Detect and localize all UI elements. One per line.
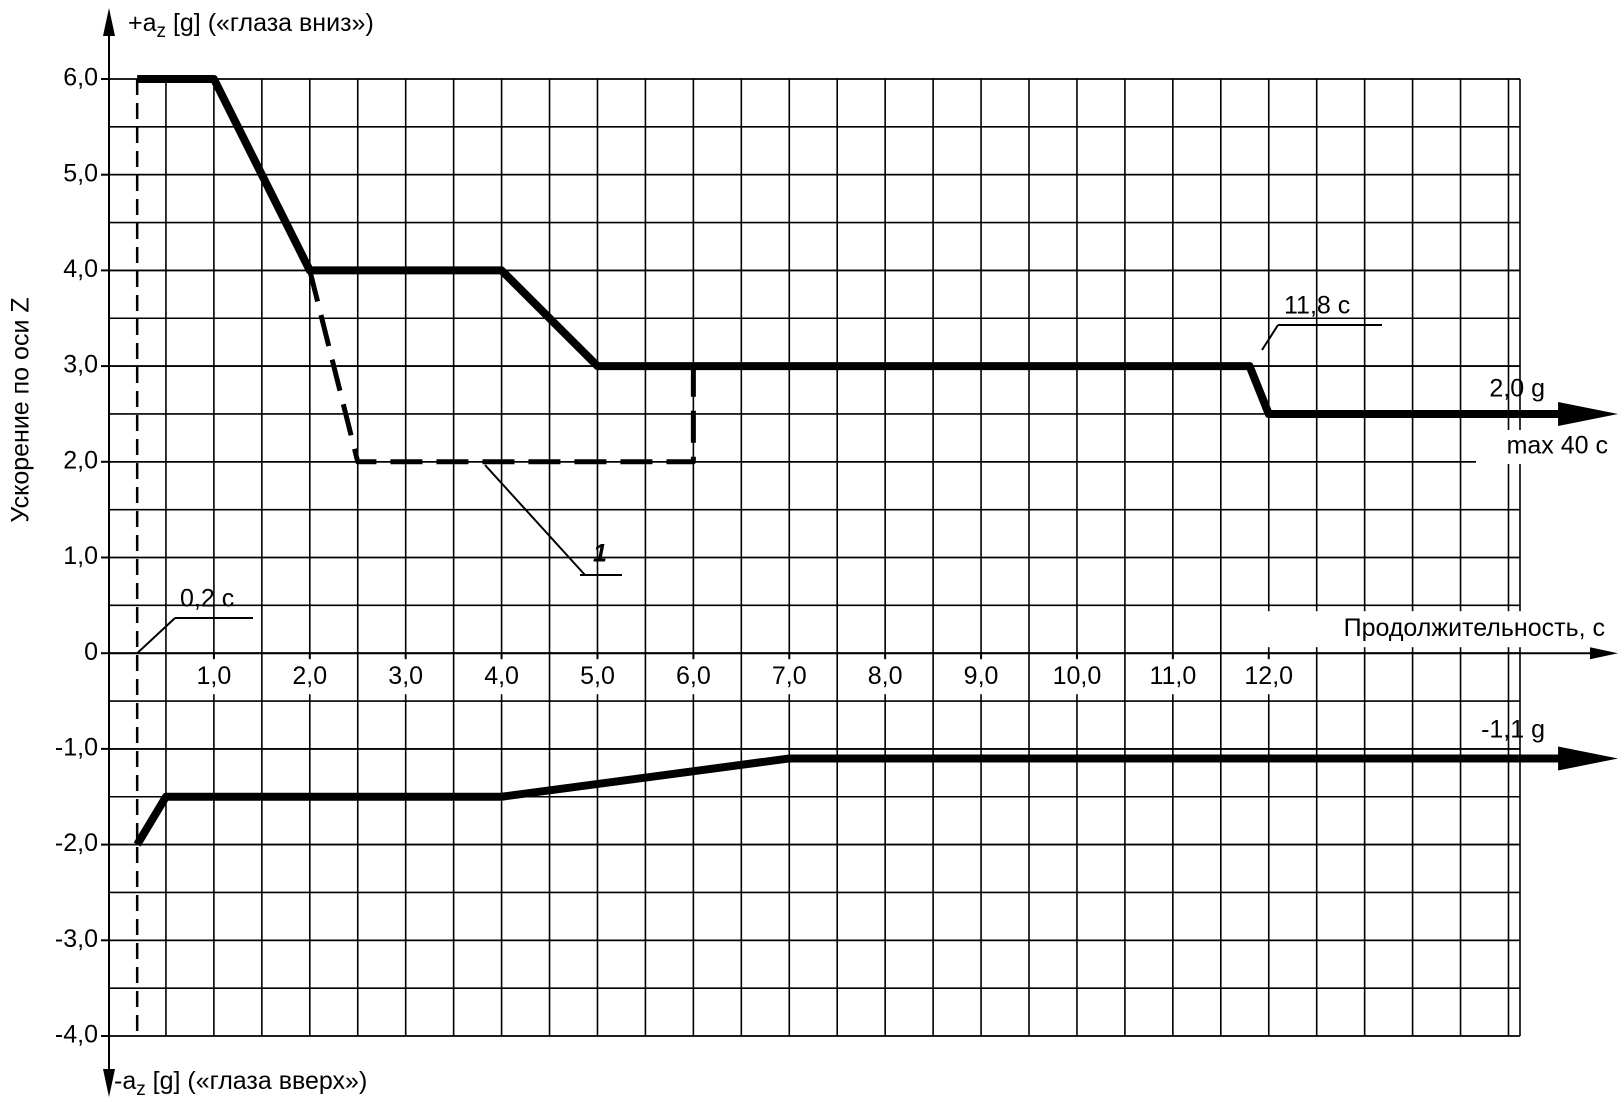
y-tick-label: -4,0 <box>55 1021 98 1049</box>
x-tick-label: 10,0 <box>1053 662 1102 690</box>
x-tick-label: 5,0 <box>580 662 615 690</box>
leader-line <box>484 464 586 576</box>
label-part: -a <box>114 1067 136 1095</box>
x-axis-title: Продолжительность, с <box>1344 614 1605 642</box>
x-tick-cell <box>937 658 1026 695</box>
y-axis-bottom-label: -az [g] («глаза вверх») <box>114 1067 367 1100</box>
x-tick-cell <box>457 658 546 695</box>
axis-label-bg <box>100 1060 460 1102</box>
label-part: +a <box>128 9 157 37</box>
x-tick-label: 12,0 <box>1244 662 1293 690</box>
grid <box>109 78 1521 1037</box>
annotation: -1,1 g <box>1481 716 1545 744</box>
x-tick-cell <box>1032 658 1121 695</box>
x-tick-label: 3,0 <box>388 662 423 690</box>
series-arrow <box>1558 401 1619 426</box>
x-axis-arrow <box>1590 647 1618 660</box>
y-axis-arrow <box>103 1069 115 1097</box>
x-tick-cell <box>361 658 450 695</box>
annotation: 1 <box>593 540 607 568</box>
y-tick-label: 4,0 <box>63 255 98 283</box>
x-tick-label: 8,0 <box>868 662 903 690</box>
series-line <box>307 269 696 465</box>
y-tick-label: 1,0 <box>63 542 98 570</box>
leader-line <box>1261 324 1279 351</box>
y-tick-label: 2,0 <box>63 446 98 474</box>
y-tick-label: 0 <box>84 638 98 666</box>
y-tick-label: -2,0 <box>55 829 98 857</box>
x-tick-label: 4,0 <box>484 662 519 690</box>
x-tick-label: 9,0 <box>964 662 999 690</box>
series-line <box>137 75 1519 418</box>
annotations: 11,8 с 0,2 с 2,0 g max 40 c -1,1 g 1 <box>136 292 1610 744</box>
annotation-bg <box>1476 430 1610 464</box>
annotation: 2,0 g <box>1489 375 1545 403</box>
x-tick-label: 2,0 <box>292 662 327 690</box>
ticks: -4,0 -3,0 -2,0 -1,0 0 1,0 2,0 3,0 4,0 5,0 6,0 1,0 2,… <box>55 0 1618 1102</box>
x-tick-cell <box>1224 658 1313 695</box>
x-label-bg <box>1236 611 1616 648</box>
leader-line <box>136 617 176 654</box>
x-tick-cell <box>553 658 642 695</box>
y-axis-top-label: +az [g] («глаза вниз») <box>128 9 374 42</box>
x-tick-cell <box>841 658 930 695</box>
y-tick-label: -3,0 <box>55 925 98 953</box>
marks <box>133 75 1619 847</box>
x-tick-label: 7,0 <box>772 662 807 690</box>
series-arrow <box>1558 746 1619 771</box>
label-sub: z <box>157 21 167 42</box>
annotation: 11,8 с <box>1284 292 1350 320</box>
x-tick-label: 6,0 <box>676 662 711 690</box>
annotation: 0,2 с <box>180 585 234 613</box>
label-part: [g] («глаза вниз») <box>166 9 374 37</box>
y-axis-arrow <box>103 8 115 36</box>
x-tick-cell <box>169 658 258 695</box>
x-tick-label: 11,0 <box>1149 662 1196 690</box>
x-tick-cell <box>265 658 354 695</box>
y-axis-title: Ускорение по оси Z <box>7 297 35 522</box>
x-tick-cell <box>1128 658 1217 695</box>
x-tick-cell <box>649 658 738 695</box>
annotation: max 40 c <box>1507 432 1608 460</box>
label-sub: z <box>136 1079 146 1100</box>
label-part: [g] («глаза вверх») <box>146 1067 368 1095</box>
series-line <box>133 754 1519 847</box>
axis-label-bg <box>100 0 440 44</box>
y-tick-label: 3,0 <box>63 351 98 379</box>
x-tick-label: 1,0 <box>197 662 232 690</box>
y-tick-label: -1,0 <box>55 734 98 762</box>
y-tick-label: 5,0 <box>63 159 98 187</box>
x-tick-cell <box>745 658 834 695</box>
y-tick-label: 6,0 <box>63 64 98 92</box>
